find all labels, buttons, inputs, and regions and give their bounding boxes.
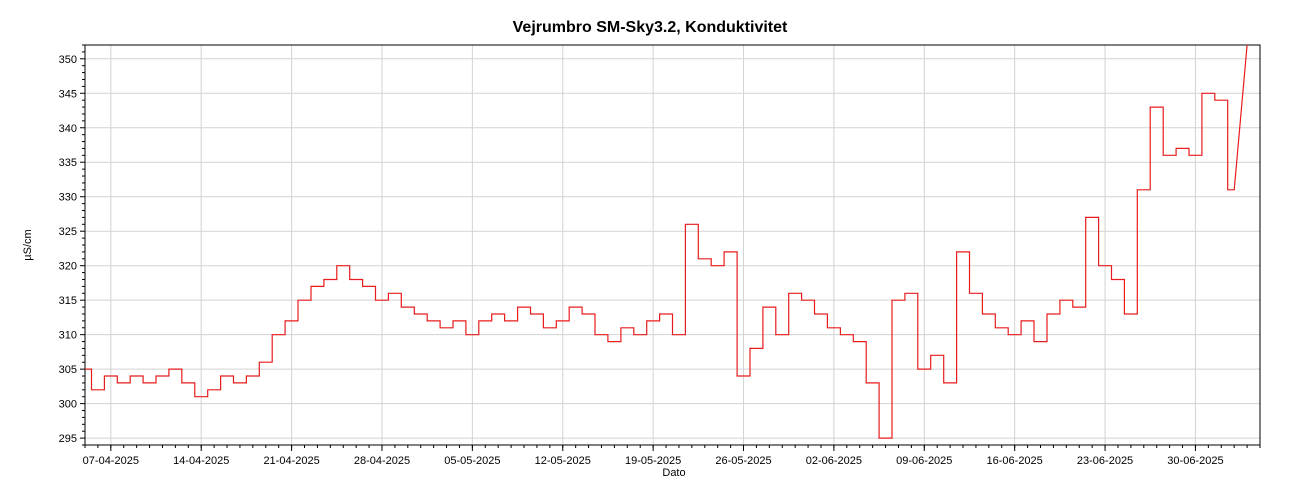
x-tick-label: 14-04-2025 bbox=[173, 455, 229, 467]
x-tick-label: 26-05-2025 bbox=[715, 455, 771, 467]
y-tick-label: 295 bbox=[59, 433, 77, 445]
y-tick-label: 305 bbox=[59, 364, 77, 376]
y-tick-label: 345 bbox=[59, 88, 77, 100]
series-line-0 bbox=[85, 44, 1248, 439]
x-tick-label: 16-06-2025 bbox=[987, 455, 1043, 467]
y-tick-label: 320 bbox=[59, 261, 77, 273]
x-axis-label: Dato bbox=[662, 467, 686, 479]
y-tick-label: 330 bbox=[59, 192, 77, 204]
y-tick-label: 350 bbox=[59, 54, 77, 66]
x-tick-label: 07-04-2025 bbox=[83, 455, 139, 467]
x-tick-label: 09-06-2025 bbox=[896, 455, 952, 467]
y-tick-label: 335 bbox=[59, 157, 77, 169]
y-tick-label: 310 bbox=[59, 330, 77, 342]
y-tick-label: 325 bbox=[59, 226, 77, 238]
plot-background bbox=[85, 45, 1260, 445]
x-tick-label: 05-05-2025 bbox=[444, 455, 500, 467]
x-tick-label: 23-06-2025 bbox=[1077, 455, 1133, 467]
y-tick-label: 300 bbox=[59, 399, 77, 411]
x-tick-label: 30-06-2025 bbox=[1167, 455, 1223, 467]
x-tick-label: 12-05-2025 bbox=[535, 455, 591, 467]
y-tick-label: 315 bbox=[59, 295, 77, 307]
chart-title: Vejrumbro SM-Sky3.2, Konduktivitet bbox=[512, 19, 788, 36]
plot-frame bbox=[84, 44, 1261, 446]
y-tick-label: 340 bbox=[59, 123, 77, 135]
x-tick-label: 19-05-2025 bbox=[625, 455, 681, 467]
x-tick-label: 02-06-2025 bbox=[806, 455, 862, 467]
x-tick-label: 21-04-2025 bbox=[263, 455, 319, 467]
x-tick-label: 28-04-2025 bbox=[354, 455, 410, 467]
